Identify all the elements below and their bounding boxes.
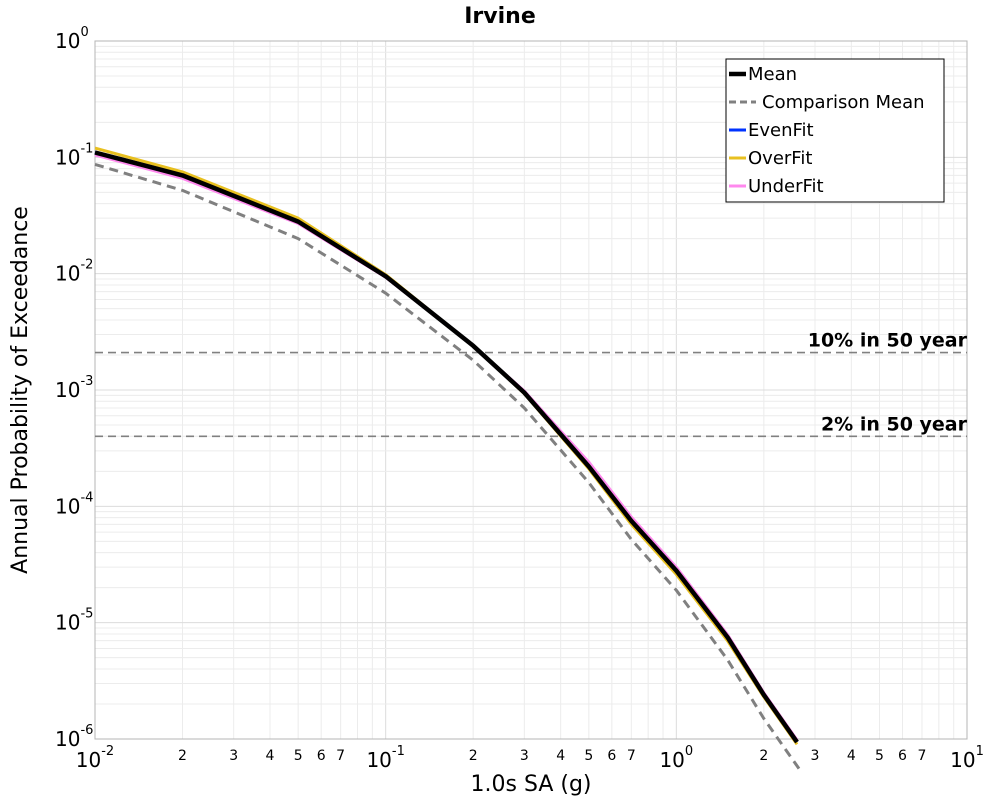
x-minor-tick-label: 2 (178, 748, 187, 764)
legend-label: EvenFit (748, 120, 814, 141)
legend-box (725, 58, 945, 203)
x-minor-tick-label: 4 (266, 748, 275, 764)
legend-label: OverFit (748, 148, 812, 169)
x-minor-tick-label: 6 (317, 748, 326, 764)
x-minor-tick-label: 2 (469, 748, 478, 764)
x-tick-label: 100 (659, 744, 693, 772)
y-tick-exponent: -4 (80, 490, 93, 505)
x-minor-tick-label: 7 (918, 748, 927, 764)
y-tick-label: 10-6 (55, 723, 93, 751)
y-tick-label: 10-1 (55, 141, 93, 169)
x-minor-tick-label: 5 (875, 748, 884, 764)
x-minor-tick-label: 4 (556, 748, 565, 764)
y-tick-exponent: -6 (80, 723, 93, 738)
x-minor-tick-label: 3 (811, 748, 820, 764)
series-lines (94, 146, 801, 771)
series-evenfit (94, 151, 799, 743)
y-tick-label: 10-5 (55, 607, 93, 635)
y-tick-label: 10-4 (55, 490, 93, 518)
x-tick-label: 10-2 (76, 744, 114, 772)
series-underfit (94, 153, 799, 741)
x-tick-exponent: 1 (976, 744, 984, 759)
x-tick-exponent: 0 (685, 744, 693, 759)
series-comparison-mean (94, 162, 801, 771)
x-minor-tick-label: 7 (627, 748, 636, 764)
legend-label: Mean (748, 64, 797, 85)
y-axis-label: Annual Probability of Exceedance (8, 206, 33, 574)
x-tick-label: 101 (950, 744, 984, 772)
x-minor-tick-label: 5 (294, 748, 303, 764)
series-mean (94, 150, 799, 744)
legend-label: UnderFit (748, 176, 824, 197)
x-minor-tick-label: 6 (607, 748, 616, 764)
x-axis-label: 1.0s SA (g) (471, 772, 592, 797)
x-tick-exponent: -2 (101, 744, 114, 759)
legend-label: Comparison Mean (762, 92, 925, 113)
reference-line-label: 2% in 50 year (821, 413, 968, 435)
x-minor-tick-label: 5 (584, 748, 593, 764)
plot-area-border (94, 40, 968, 740)
y-tick-exponent: -5 (80, 607, 93, 622)
x-tick-label: 10-1 (366, 744, 404, 772)
series-overfit (94, 146, 799, 746)
grid (95, 41, 967, 739)
x-minor-tick-label: 6 (898, 748, 907, 764)
chart-title: Irvine (464, 4, 536, 29)
y-tick-exponent: 0 (80, 25, 88, 40)
y-tick-exponent: -1 (80, 141, 93, 156)
y-tick-label: 100 (55, 25, 89, 53)
x-minor-tick-label: 7 (336, 748, 345, 764)
reference-lines: 10% in 50 year 2% in 50 year (95, 330, 968, 438)
y-tick-exponent: -3 (80, 374, 93, 389)
x-minor-tick-label: 2 (759, 748, 768, 764)
y-tick-label: 10-2 (55, 258, 93, 286)
x-minor-tick-label: 3 (520, 748, 529, 764)
y-tick-labels: 100 10-1 10-2 10-3 10-4 10-5 10-6 (55, 25, 93, 751)
legend: Mean Comparison Mean EvenFit OverFit UnderFi… (725, 58, 945, 203)
x-minor-tick-label: 4 (847, 748, 856, 764)
x-tick-exponent: -1 (392, 744, 405, 759)
reference-line-label: 10% in 50 year (808, 330, 968, 352)
x-minor-tick-label: 3 (229, 748, 238, 764)
y-tick-label: 10-3 (55, 374, 93, 402)
y-tick-exponent: -2 (80, 258, 93, 273)
